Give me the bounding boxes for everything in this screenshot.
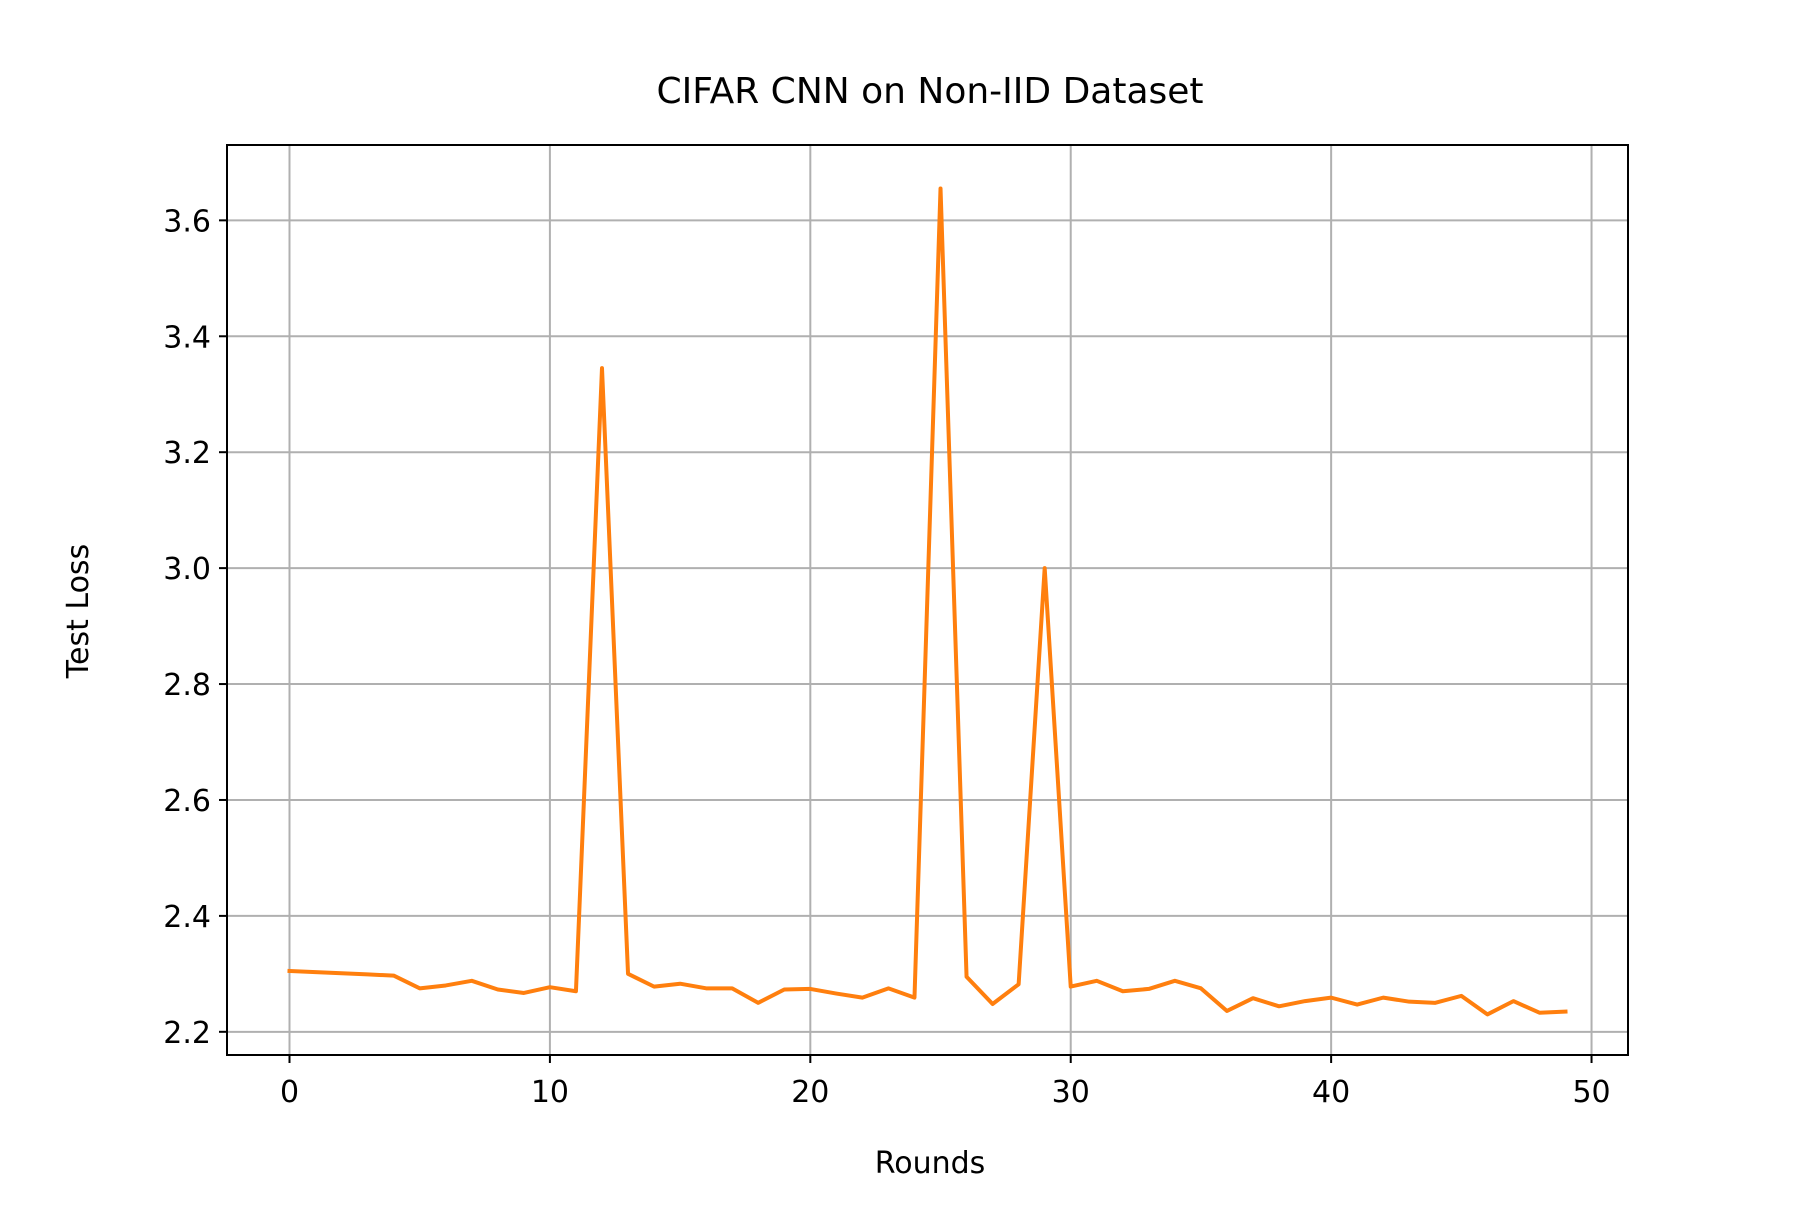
plot-frame bbox=[226, 144, 1629, 1056]
y-tick-label: 2.4 bbox=[163, 900, 211, 935]
y-tick-label: 3.6 bbox=[163, 204, 211, 239]
chart-title: CIFAR CNN on Non-IID Dataset bbox=[656, 71, 1203, 112]
x-tick-label: 30 bbox=[1052, 1075, 1090, 1110]
x-tick-label: 10 bbox=[531, 1075, 569, 1110]
y-tick-label: 2.2 bbox=[163, 1016, 211, 1051]
axis-ticks: 0 10 20 30 40 50 2.2 2.4 2.6 2.8 3.0 3.2 3.4 3.6 bbox=[163, 204, 1610, 1110]
series-layer bbox=[287, 186, 1568, 1017]
x-tick-label: 40 bbox=[1312, 1075, 1350, 1110]
y-tick-label: 3.2 bbox=[163, 436, 211, 471]
y-tick-label: 2.8 bbox=[163, 668, 211, 703]
series-line-0 bbox=[287, 186, 1568, 1017]
y-tick-label: 3.0 bbox=[163, 552, 211, 587]
grid-lines bbox=[227, 145, 1628, 1055]
y-tick-label: 2.6 bbox=[163, 784, 211, 819]
y-axis-label: Test Loss bbox=[61, 544, 96, 679]
y-tick-label: 3.4 bbox=[163, 320, 211, 355]
x-tick-label: 50 bbox=[1572, 1075, 1610, 1110]
x-tick-label: 20 bbox=[791, 1075, 829, 1110]
x-tick-label: 0 bbox=[280, 1075, 299, 1110]
x-axis-label: Rounds bbox=[875, 1146, 986, 1181]
